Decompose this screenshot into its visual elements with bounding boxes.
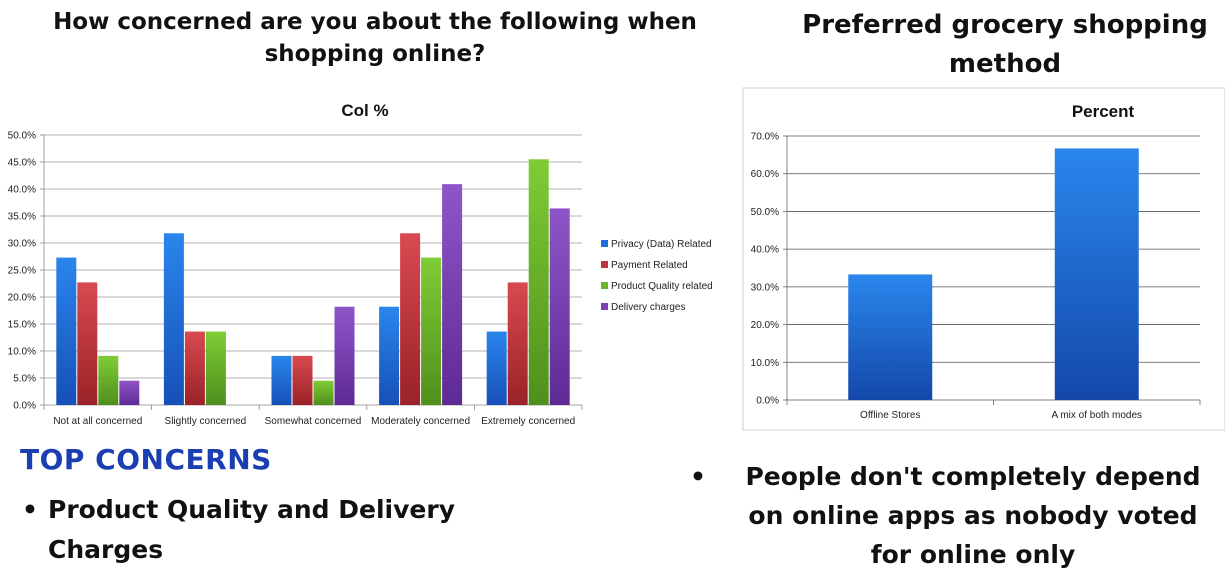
bar-a-mix-of-both-modes — [1054, 148, 1139, 400]
legend-label-payment-related: Payment Related — [611, 260, 688, 271]
left-y-tick-label: 45.0% — [8, 158, 36, 169]
bar-payment-related-extremely-concerned — [507, 282, 528, 405]
bar-privacy-data-related-extremely-concerned — [486, 331, 507, 405]
bar-payment-related-somewhat-concerned — [292, 355, 313, 405]
left-y-tick-label: 30.0% — [8, 239, 36, 250]
left-chart-title: Col % — [341, 101, 388, 120]
right-y-tick-label: 30.0% — [751, 282, 779, 293]
right-y-tick-label: 20.0% — [751, 320, 779, 331]
left-y-tick-label: 0.0% — [13, 401, 36, 412]
right-y-tick-label: 0.0% — [756, 396, 779, 407]
bar-offline-stores — [848, 274, 933, 400]
legend-swatch-privacy-data-related — [601, 240, 608, 247]
left-y-tick-label: 10.0% — [8, 347, 36, 358]
shopping-method-bar-chart: Percent 0.0% 10.0% 20.0% 30.0% 40.0% 50.0% 60.… — [742, 87, 1225, 431]
bar-delivery-charges-extremely-concerned — [549, 208, 570, 405]
bar-privacy-data-related-slightly-concerned — [163, 233, 184, 405]
right-y-tick-label: 50.0% — [751, 207, 779, 218]
bar-delivery-charges-somewhat-concerned — [334, 306, 355, 405]
right-chart-border — [742, 87, 1225, 431]
bar-payment-related-slightly-concerned — [184, 331, 205, 405]
bar-product-quality-related-moderately-concerned — [421, 257, 442, 405]
bar-privacy-data-related-moderately-concerned — [379, 306, 400, 405]
bar-payment-related-moderately-concerned — [400, 233, 421, 405]
concern-bar-chart: Col % 0.0% 5.0% 10.0% 15.0% 20.0% 25.0% 30.0% 3… — [8, 101, 713, 427]
bar-privacy-data-related-somewhat-concerned — [271, 355, 292, 405]
right-bullet-point: • People don't completely depend on onli… — [690, 458, 1220, 574]
right-y-tick-label: 60.0% — [751, 169, 779, 180]
left-bullet-text: Product Quality and Delivery Charges — [48, 495, 455, 564]
legend-label-product-quality-related: Product Quality related — [611, 281, 713, 292]
left-y-tick-label: 35.0% — [8, 212, 36, 223]
left-y-tick-label: 40.0% — [8, 185, 36, 196]
left-x-category-label: Extremely concerned — [481, 416, 575, 427]
top-concerns-label: TOP CONCERNS — [20, 443, 272, 476]
left-x-category-label: Slightly concerned — [165, 416, 247, 427]
bar-product-quality-related-not-at-all-concerned — [98, 355, 119, 405]
right-x-category-label: A mix of both modes — [1051, 410, 1142, 421]
left-y-tick-label: 15.0% — [8, 320, 36, 331]
left-x-category-label: Somewhat concerned — [265, 416, 362, 427]
left-y-tick-label: 20.0% — [8, 293, 36, 304]
right-y-tick-label: 10.0% — [751, 358, 779, 369]
right-x-category-label: Offline Stores — [860, 410, 920, 421]
left-y-tick-label: 25.0% — [8, 266, 36, 277]
bar-product-quality-related-extremely-concerned — [528, 159, 549, 405]
legend-swatch-payment-related — [601, 261, 608, 268]
right-chart-title: Percent — [1072, 102, 1135, 121]
bar-delivery-charges-moderately-concerned — [442, 184, 463, 405]
bullet-icon: • — [22, 495, 38, 524]
right-bullet-text: People don't completely depend on online… — [745, 462, 1201, 569]
legend-label-privacy-data-related: Privacy (Data) Related — [611, 239, 712, 250]
right-y-tick-label: 70.0% — [751, 132, 779, 143]
left-chart-heading: How concerned are you about the followin… — [53, 9, 697, 68]
left-x-category-label: Not at all concerned — [53, 416, 142, 427]
right-chart-heading: Preferred grocery shopping method — [802, 10, 1208, 79]
legend-swatch-product-quality-related — [601, 282, 608, 289]
legend-swatch-delivery-charges — [601, 303, 608, 310]
bar-product-quality-related-slightly-concerned — [205, 331, 226, 405]
bar-payment-related-not-at-all-concerned — [77, 282, 98, 405]
bar-product-quality-related-somewhat-concerned — [313, 380, 334, 405]
left-bullet-point: • Product Quality and Delivery Charges — [22, 490, 492, 570]
bullet-icon: • — [690, 462, 706, 491]
left-y-tick-label: 5.0% — [13, 374, 36, 385]
left-x-category-label: Moderately concerned — [371, 416, 470, 427]
left-y-tick-label: 50.0% — [8, 131, 36, 142]
legend-label-delivery-charges: Delivery charges — [611, 302, 685, 313]
right-y-tick-label: 40.0% — [751, 245, 779, 256]
bar-privacy-data-related-not-at-all-concerned — [56, 257, 77, 405]
bar-delivery-charges-not-at-all-concerned — [119, 380, 140, 405]
